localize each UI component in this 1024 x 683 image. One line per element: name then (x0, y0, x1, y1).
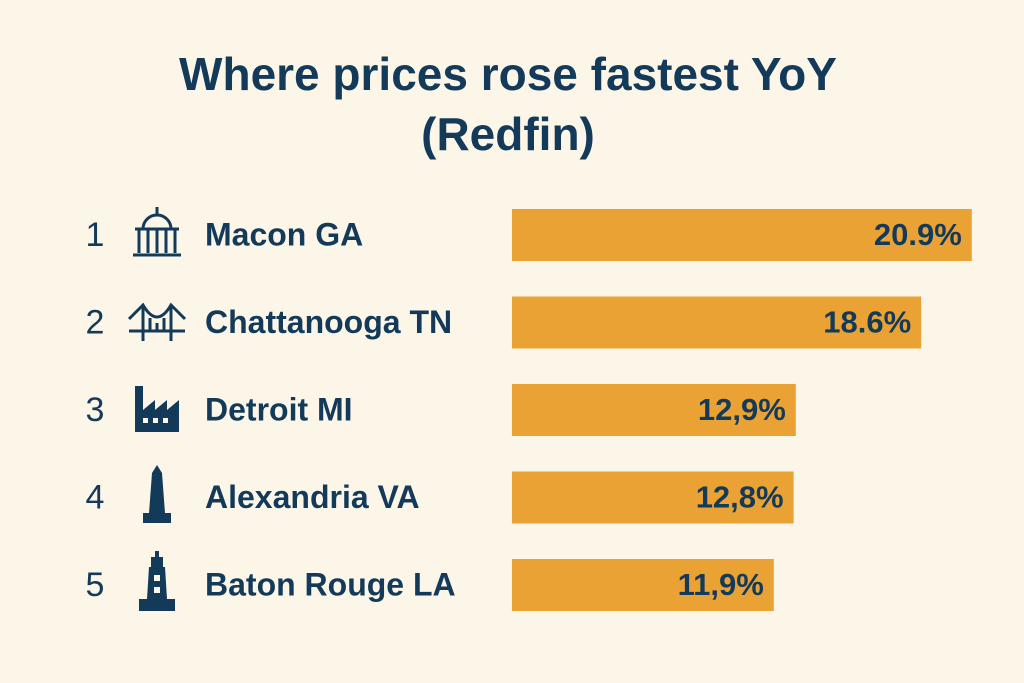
bar (512, 384, 796, 436)
bar (512, 209, 972, 261)
value-label: 11,9% (678, 567, 764, 602)
bar (512, 471, 794, 524)
category-label: Alexandria VA (205, 479, 420, 515)
category-label: Baton Rouge LA (205, 566, 456, 602)
chart-subtitle: (Redfin) (421, 108, 595, 160)
value-label: 12,9% (698, 392, 786, 427)
chart-title: Where prices rose fastest YoY (179, 48, 837, 100)
category-label: Chattanooga TN (205, 304, 452, 340)
tower-icon (139, 551, 175, 611)
bridge-icon (127, 302, 187, 341)
rank-label: 4 (86, 478, 105, 516)
rank-label: 2 (86, 303, 105, 341)
value-label: 12,8% (696, 480, 784, 515)
rank-label: 3 (86, 391, 105, 429)
factory-icon (135, 386, 179, 432)
rank-label: 5 (86, 566, 105, 604)
obelisk-icon (143, 465, 171, 523)
capitol-icon (133, 207, 181, 257)
bar (512, 559, 774, 611)
category-label: Macon GA (205, 216, 363, 252)
bar (512, 296, 922, 349)
rank-label: 1 (86, 216, 105, 254)
value-label: 18.6% (823, 305, 911, 340)
category-label: Detroit MI (205, 391, 353, 427)
value-label: 20.9% (874, 217, 962, 252)
